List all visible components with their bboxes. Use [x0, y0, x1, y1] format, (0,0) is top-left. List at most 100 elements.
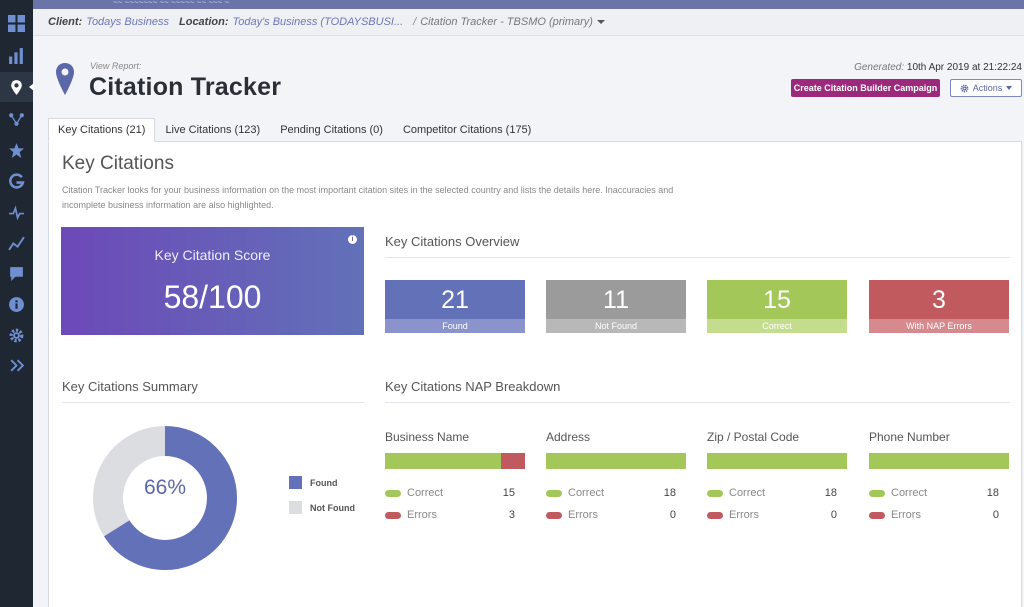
google-icon	[9, 172, 25, 189]
legend-label: Not Found	[310, 502, 355, 513]
sidebar-item-network[interactable]	[0, 104, 33, 134]
tab-live-citations[interactable]: Live Citations (123)	[165, 124, 261, 136]
tile-label: With NAP Errors	[869, 319, 1009, 333]
section-description: Citation Tracker looks for your business…	[62, 185, 674, 210]
settings-icon	[9, 328, 24, 342]
nap-bar	[385, 453, 525, 469]
donut-found-segment	[93, 426, 237, 570]
gear-icon	[960, 84, 969, 92]
tile-value: 3	[932, 286, 946, 314]
correct-count: 18	[824, 487, 837, 499]
correct-label: Correct	[891, 487, 928, 499]
section-title: Key Citations	[62, 153, 174, 174]
overview-divider	[385, 257, 1010, 258]
sidebar-item-reviews[interactable]	[0, 135, 33, 165]
actions-button[interactable]: Actions	[950, 79, 1022, 97]
legend-label: Found	[310, 477, 338, 488]
errors-label: Errors	[891, 509, 921, 521]
donut-percent: 66%	[143, 476, 187, 499]
stat-tile-not-found[interactable]: 11 Not Found	[546, 280, 686, 333]
sidebar-item-pulse[interactable]	[0, 197, 33, 227]
nap-address: Address Correct 18 Errors 0	[546, 430, 686, 521]
errors-count: 0	[830, 509, 837, 521]
location-pin-icon	[56, 63, 74, 95]
dashboard-icon	[8, 14, 25, 32]
generated-value: 10th Apr 2019 at 21:22:24	[906, 62, 1022, 73]
summary-title: Key Citations Summary	[62, 379, 198, 394]
info-icon	[9, 296, 24, 312]
summary-divider	[62, 402, 364, 403]
nap-errors-row: Errors 0	[869, 509, 1009, 521]
sidebar-item-citations[interactable]	[0, 72, 34, 102]
legend-swatch	[289, 501, 302, 514]
expand-icon	[10, 359, 25, 371]
errors-pill-icon	[546, 511, 562, 519]
sidebar-item-google[interactable]	[0, 166, 33, 196]
errors-label: Errors	[729, 509, 759, 521]
location-link[interactable]: Today's Business (TODAYSBUSI...	[232, 16, 404, 28]
nap-title: Zip / Postal Code	[707, 430, 800, 444]
errors-label: Errors	[568, 509, 598, 521]
generated-label: Generated:	[854, 62, 905, 73]
sidebar-item-settings[interactable]	[0, 320, 33, 350]
nap-bar-errors	[501, 453, 525, 469]
tab-bar: Key Citations (21) Live Citations (123) …	[48, 118, 541, 142]
nap-correct-row: Correct 18	[869, 487, 1009, 499]
score-label: Key Citation Score	[154, 247, 271, 263]
nap-zip-code: Zip / Postal Code Correct 18 Errors 0	[707, 430, 847, 521]
sidebar-item-messages[interactable]	[0, 258, 33, 288]
bar-chart-icon	[9, 47, 23, 64]
stat-tile-found[interactable]: 21 Found	[385, 280, 525, 333]
errors-count: 3	[508, 509, 515, 521]
sidebar-item-info[interactable]	[0, 289, 33, 319]
stat-tile-correct[interactable]: 15 Correct	[707, 280, 847, 333]
nap-errors-row: Errors 3	[385, 509, 525, 521]
legend-found: Found	[289, 476, 338, 489]
create-campaign-button[interactable]: Create Citation Builder Campaign	[791, 79, 940, 97]
tile-value: 15	[763, 286, 791, 314]
tab-competitor-citations[interactable]: Competitor Citations (175)	[402, 124, 532, 136]
client-label: Client:	[48, 16, 83, 28]
chevron-down-icon[interactable]	[596, 20, 605, 24]
nap-business-name: Business Name Correct 15 Errors 3	[385, 430, 525, 521]
sidebar-item-rankings[interactable]	[0, 228, 33, 258]
errors-label: Errors	[407, 509, 437, 521]
correct-label: Correct	[729, 487, 766, 499]
location-label: Location:	[179, 16, 229, 28]
pulse-icon	[9, 204, 24, 220]
nap-correct-row: Correct 15	[385, 487, 525, 499]
stat-tile-nap-errors[interactable]: 3 With NAP Errors	[869, 280, 1009, 333]
tab-key-citations[interactable]: Key Citations (21)	[48, 118, 156, 142]
sidebar-item-dashboard[interactable]	[0, 8, 33, 38]
sidebar-item-expand[interactable]	[0, 350, 33, 380]
chat-icon	[10, 266, 23, 281]
nap-correct-row: Correct 18	[707, 487, 847, 499]
correct-count: 18	[986, 487, 999, 499]
breadcrumb-separator: /	[413, 16, 417, 28]
correct-label: Correct	[568, 487, 605, 499]
top-bar: ~~ ~~~~~~~ ~~ ~~~~~ ~~ ~~~ ~	[33, 0, 1024, 9]
trend-icon	[8, 236, 25, 250]
chevron-down-icon	[1006, 86, 1013, 90]
nap-title: Phone Number	[869, 430, 950, 444]
nap-errors-row: Errors 0	[707, 509, 847, 521]
star-icon	[9, 142, 24, 158]
page-title: Citation Tracker	[89, 73, 282, 101]
correct-pill-icon	[546, 489, 562, 497]
client-link[interactable]: Todays Business	[86, 16, 169, 28]
nap-correct-row: Correct 18	[546, 487, 686, 499]
current-report-selector[interactable]: Citation Tracker - TBSMO (primary)	[420, 16, 593, 28]
errors-count: 0	[992, 509, 999, 521]
tab-pending-citations[interactable]: Pending Citations (0)	[280, 124, 383, 136]
tile-label: Correct	[707, 319, 847, 333]
nap-bar	[546, 453, 686, 469]
info-icon[interactable]: i	[348, 235, 357, 244]
nap-bar	[707, 453, 847, 469]
nap-divider	[385, 402, 1010, 403]
sidebar-item-reports[interactable]	[0, 40, 33, 70]
errors-pill-icon	[385, 511, 401, 519]
errors-pill-icon	[869, 511, 885, 519]
location-pin-icon	[11, 79, 22, 95]
legend-not-found: Not Found	[289, 501, 355, 514]
summary-donut-chart	[93, 426, 237, 570]
